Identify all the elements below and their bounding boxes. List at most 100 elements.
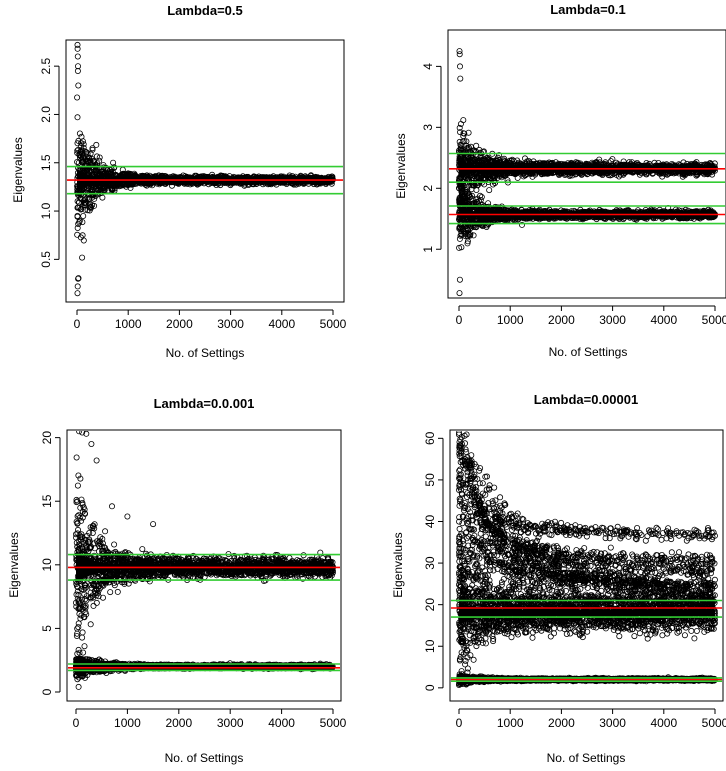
data-point	[621, 161, 628, 168]
panel-lambda-0-1: Lambda=0.1 No. of Settings Eigenvalues 0…	[394, 2, 726, 359]
data-point	[662, 164, 669, 171]
data-point	[567, 171, 574, 178]
data-point	[204, 175, 211, 182]
data-point	[486, 187, 493, 194]
x-axis-label: No. of Settings	[549, 345, 628, 359]
data-point	[508, 157, 515, 164]
data-point	[84, 207, 91, 214]
x-tick-label: 1000	[115, 317, 142, 331]
data-point	[93, 141, 100, 148]
y-tick-label: 2.0	[39, 106, 53, 123]
data-point	[79, 138, 86, 145]
data-point	[120, 182, 127, 189]
data-point	[313, 177, 320, 184]
data-point	[504, 160, 511, 167]
plot-frame	[65, 39, 345, 303]
data-point	[233, 178, 240, 185]
data-point	[529, 173, 536, 180]
data-point	[79, 232, 86, 239]
data-point	[245, 178, 252, 185]
data-point	[81, 157, 88, 164]
data-point	[510, 170, 517, 177]
data-point	[465, 129, 472, 136]
x-tick-label: 0	[74, 317, 81, 331]
data-point	[520, 170, 527, 177]
data-point	[77, 206, 84, 213]
data-point	[219, 172, 226, 179]
data-point	[465, 175, 472, 182]
data-point	[634, 159, 641, 166]
data-point	[464, 240, 471, 247]
data-point	[607, 158, 614, 165]
data-point	[80, 212, 87, 219]
data-point	[701, 171, 708, 178]
data-point	[91, 195, 98, 202]
outlier-point	[74, 41, 81, 48]
data-point	[102, 164, 109, 171]
y-tick-label: 1.5	[39, 154, 53, 171]
outlier-point	[74, 283, 81, 290]
data-point	[110, 159, 117, 166]
data-point	[513, 169, 520, 176]
data-point	[457, 154, 464, 161]
data-point	[656, 166, 663, 173]
outlier-point	[74, 68, 81, 75]
data-point	[79, 254, 86, 261]
data-point	[74, 231, 81, 238]
data-point	[708, 164, 715, 171]
data-point	[469, 155, 476, 162]
data-point	[486, 173, 493, 180]
data-point	[530, 158, 537, 165]
data-point	[109, 187, 116, 194]
data-point	[175, 178, 182, 185]
data-point	[80, 237, 87, 244]
y-axis-label: Eigenvalues	[11, 137, 25, 202]
data-point	[596, 161, 603, 168]
data-point	[507, 160, 514, 167]
data-point	[251, 178, 258, 185]
data-point	[625, 161, 632, 168]
data-point	[82, 206, 89, 213]
data-point	[96, 154, 103, 161]
data-point	[460, 117, 467, 124]
data-point	[673, 164, 680, 171]
data-point	[626, 159, 633, 166]
data-point	[477, 173, 484, 180]
data-point	[578, 169, 585, 176]
data-point	[572, 160, 579, 167]
data-point	[86, 167, 93, 174]
x-tick-label: 4000	[268, 317, 295, 331]
data-point	[481, 156, 488, 163]
data-point	[681, 172, 688, 179]
panel-lambda-0-5: Lambda=0.5 No. of Settings Eigenvalues 0…	[11, 3, 347, 360]
outlier-point	[75, 82, 82, 89]
data-point	[84, 194, 91, 201]
data-point	[80, 158, 87, 165]
data-point	[664, 171, 671, 178]
data-point	[105, 170, 112, 177]
scatter-points	[74, 41, 336, 297]
data-point	[514, 174, 521, 181]
y-tick-label: 2.5	[39, 57, 53, 74]
data-point	[80, 154, 87, 161]
data-point	[518, 164, 525, 171]
data-point	[279, 177, 286, 184]
data-point	[76, 130, 83, 137]
data-point	[522, 172, 529, 179]
data-point	[74, 94, 81, 101]
data-point	[647, 164, 654, 171]
data-point	[480, 149, 487, 156]
data-point	[609, 156, 616, 163]
data-point	[456, 124, 463, 131]
data-point	[136, 178, 143, 185]
data-point	[93, 153, 100, 160]
data-point	[248, 175, 255, 182]
data-point	[526, 159, 533, 166]
data-point	[473, 186, 480, 193]
y-tick-label: 1.0	[39, 202, 53, 219]
data-point	[159, 173, 166, 180]
x-tick-label: 2000	[166, 317, 193, 331]
data-point	[496, 152, 503, 159]
data-point	[119, 171, 126, 178]
data-point	[258, 175, 265, 182]
